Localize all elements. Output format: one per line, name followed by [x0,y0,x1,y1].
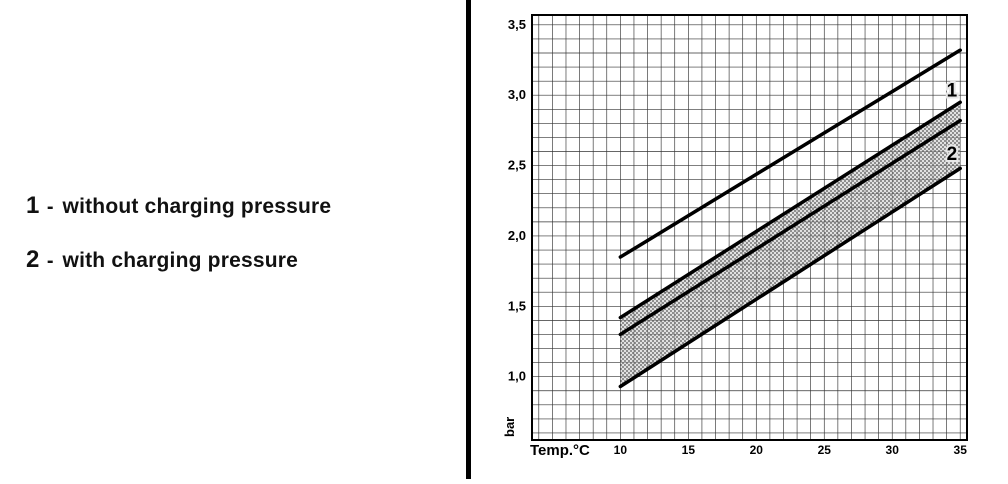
legend-label-2: with charging pressure [62,249,298,272]
legend-item-with-charging-pressure: 2 - with charging pressure [26,246,331,274]
line-2-mid [618,118,962,337]
y-tick-label: 1,0 [508,369,526,384]
vertical-divider [466,0,471,479]
y-tick-label: 2,0 [508,228,526,243]
y-axis-label: bar [502,417,517,437]
legend-item-without-charging-pressure: 1 - without charging pressure [26,192,331,220]
line-1-without-charging-pressure [618,48,962,259]
legend-key-1: 1 [26,192,40,219]
x-tick-label: 15 [682,443,696,457]
x-tick-label: 35 [954,443,968,457]
x-axis-label: Temp.°C [530,442,590,459]
y-tick-label: 3,0 [508,87,526,102]
y-tick-label: 1,5 [508,298,526,313]
y-tick-label: 3,5 [508,17,526,32]
legend-separator-2: - [46,250,54,272]
x-tick-label: 10 [614,443,628,457]
legend-key-2: 2 [26,246,40,273]
x-tick-label: 20 [750,443,764,457]
chart-legend: 1 - without charging pressure 2 - with c… [26,192,331,274]
line-2-upper [618,100,962,320]
grid-lines [532,15,967,440]
curve-label-1: 1 [947,81,958,102]
x-tick-label: 30 [886,443,900,457]
plot-border [531,14,968,441]
line-2-lower [618,166,962,389]
legend-separator-1: - [46,196,54,218]
curve-label-2: 2 [947,144,958,165]
pressure-temperature-chart: 1 2 10 15 20 25 30 35 1,0 1,5 2,0 2,5 3,0 3,5 bar Temp.… [502,14,968,459]
charging-pressure-band [620,102,961,387]
legend-label-1: without charging pressure [62,195,332,218]
y-tick-label: 2,5 [508,158,526,173]
x-tick-label: 25 [818,443,832,457]
